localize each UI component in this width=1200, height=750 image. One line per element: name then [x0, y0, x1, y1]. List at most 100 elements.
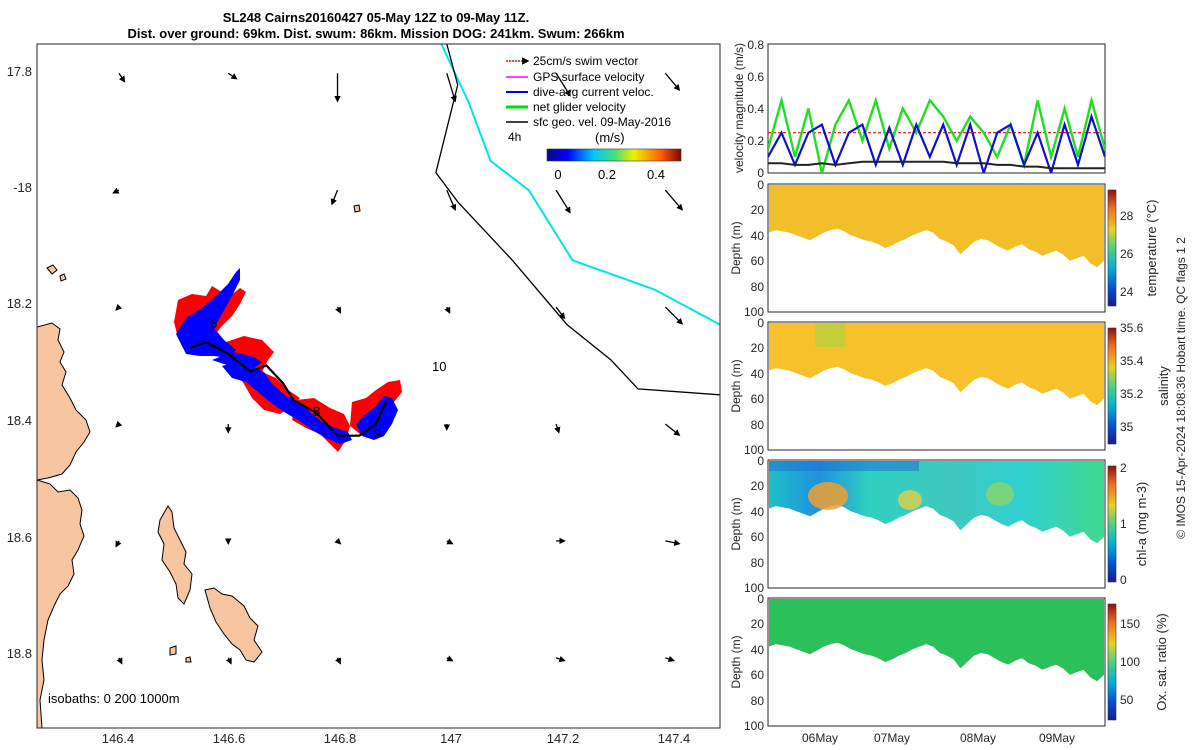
imos-side-note: © IMOS 15-Apr-2024 18:08:36 Hobart time.…: [1174, 237, 1188, 539]
velocity-y-tick: 0.4: [747, 102, 764, 116]
chla-y-label: Depth (m): [729, 497, 743, 550]
map-x-tick: 146.6: [213, 731, 246, 746]
sfc-velocity-arrow: [446, 655, 454, 662]
sfc-velocity-arrow: [118, 72, 126, 83]
map-y-tick: 18.6: [7, 530, 32, 545]
map-x-tick: 146.8: [324, 731, 357, 746]
sfc-velocity-arrows: [112, 72, 684, 665]
depth-tick: 100: [744, 719, 764, 733]
day-label-10: 10: [432, 359, 446, 374]
legend-label-sfc: sfc geo. vel. 09-May-2016: [533, 115, 671, 129]
depth-tick: 0: [757, 592, 764, 606]
depth-tick: 60: [751, 530, 765, 544]
temperature-colorbar-ticks: 24 26 28: [1120, 209, 1134, 299]
salinity-colorbar: [1107, 327, 1117, 445]
map-y-tick: 18.8: [7, 646, 32, 661]
depth-tick: 60: [751, 668, 765, 682]
colorbar-tick: 28: [1120, 209, 1134, 223]
chla-colorbar-ticks: 0 1 2: [1120, 461, 1127, 587]
sfc-velocity-arrow: [115, 540, 122, 548]
velocity-y-tick: 0.6: [747, 70, 764, 84]
temperature-section-fill: [769, 185, 1104, 268]
land-layer: [37, 204, 361, 728]
sfc-velocity-arrow: [115, 420, 123, 428]
temperature-section: 0 20 40 60 80 100 Depth (m) 24 26 28 tem…: [729, 178, 1159, 319]
isobaths-label: isobaths: 0 200 1000m: [48, 691, 180, 706]
sfc-velocity-arrow: [665, 655, 675, 663]
sfc-velocity-arrow: [664, 189, 684, 211]
day-label-6: 6: [210, 316, 217, 331]
oxygen-depth-ticks: 0 20 40 60 80 100: [744, 592, 764, 733]
day-label-9: 9: [374, 426, 381, 441]
legend-label-gps: GPS surface velocity: [533, 70, 644, 84]
map-x-tick: 147.2: [547, 731, 580, 746]
sfc-velocity-arrow: [554, 423, 561, 434]
depth-tick: 60: [751, 254, 765, 268]
depth-tick: 80: [751, 280, 765, 294]
title-line-1: SL248 Cairns20160427 05-May 12Z to 09-Ma…: [223, 10, 529, 25]
map-background: [37, 44, 720, 728]
sfc-velocity-arrow: [664, 72, 681, 92]
depth-tick: 0: [757, 178, 764, 192]
depth-tick: 0: [757, 316, 764, 330]
map-y-axis: 17.8 -18 18.2 18.4 18.6 18.8: [7, 64, 32, 661]
oxygen-colorbar-label: Ox. sat. ratio (%): [1154, 613, 1169, 711]
legend-label-current: dive-avg current veloc.: [533, 85, 654, 99]
colorbar-tick: 35: [1120, 420, 1134, 434]
land-mainland-south: [37, 479, 85, 728]
oxygen-y-label: Depth (m): [729, 635, 743, 688]
depth-tick: 40: [751, 229, 765, 243]
map-x-tick: 147.4: [658, 731, 691, 746]
map-x-tick: 147: [440, 731, 462, 746]
depth-tick: 0: [757, 454, 764, 468]
sfc-velocity-arrow: [116, 657, 123, 665]
map-x-tick: 146.4: [102, 731, 135, 746]
depth-tick: 20: [751, 617, 765, 631]
temperature-depth-ticks: 0 20 40 60 80 100: [744, 178, 764, 319]
sfc-velocity-arrow: [665, 539, 681, 546]
land-mainland-north: [37, 322, 91, 481]
speed-colorbar-tick: 0.4: [647, 167, 665, 182]
speed-colorbar: [546, 148, 682, 162]
map-x-axis: 146.4 146.6 146.8 147 147.2 147.4: [102, 731, 691, 746]
day-label-8: 8: [313, 404, 320, 419]
legend-interval: 4h: [508, 130, 521, 144]
chla-section-fill: [769, 461, 1104, 544]
colorbar-tick: 35.6: [1120, 321, 1144, 335]
land-island-small-4: [169, 645, 177, 656]
salinity-depth-ticks: 0 20 40 60 80 100: [744, 316, 764, 457]
depth-tick: 40: [751, 643, 765, 657]
sfc-velocity-arrow: [555, 655, 566, 663]
colorbar-tick: 0: [1120, 573, 1127, 587]
velocity-y-tick: 0.2: [747, 134, 764, 148]
sfc-velocity-arrow: [555, 306, 566, 320]
land-island-hinchinbrook: [157, 505, 193, 605]
sfc-velocity-arrow: [335, 306, 341, 314]
salinity-section: 0 20 40 60 80 100 Depth (m) 35 35.2 35.4…: [729, 316, 1171, 457]
map-legend: 25cm/s swim vector GPS surface velocity …: [506, 54, 682, 182]
depth-tick: 20: [751, 203, 765, 217]
isobath-1000m: [435, 44, 720, 396]
oxygen-section-fill: [769, 599, 1104, 682]
salinity-colorbar-ticks: 35 35.2 35.4 35.6: [1120, 321, 1144, 434]
temperature-colorbar-label: temperature (°C): [1144, 200, 1159, 297]
map-panel: 6 8 9 10 isobaths: 0 200 1000m 146.4 146…: [7, 43, 721, 746]
salinity-colorbar-label: salinity: [1156, 366, 1171, 406]
depth-tick: 40: [751, 367, 765, 381]
speed-colorbar-tick: 0.2: [598, 167, 616, 182]
speed-colorbar-label: (m/s): [595, 130, 625, 145]
legend-label-swim: 25cm/s swim vector: [533, 54, 638, 68]
date-axis: 06May 07May 08May 09May: [802, 731, 1075, 745]
colorbar-tick: 2: [1120, 461, 1127, 475]
map-y-tick: 17.8: [7, 64, 32, 79]
glider-track: [189, 341, 388, 437]
depth-tick: 40: [751, 505, 765, 519]
velocity-y-tick: 0.8: [747, 38, 764, 52]
colorbar-tick: 24: [1120, 285, 1134, 299]
current-vector-cloud: [176, 268, 398, 444]
land-island-small-2: [59, 273, 67, 282]
velocity-panel: 0 0.2 0.4 0.6 0.8 velocity magnitude (m/…: [732, 38, 1106, 180]
sfc-velocity-arrow: [335, 657, 341, 665]
isobath-200m: [440, 44, 720, 326]
